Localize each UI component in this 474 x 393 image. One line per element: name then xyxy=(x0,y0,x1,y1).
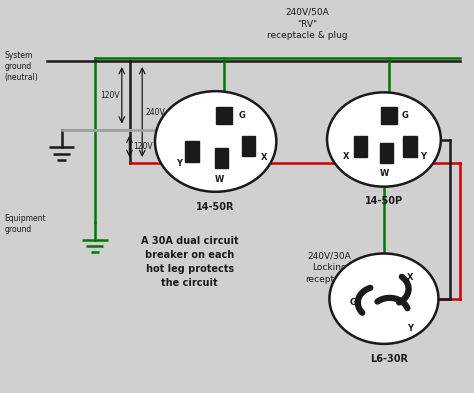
Text: 240V/50A
"RV"
receptacle & plug: 240V/50A "RV" receptacle & plug xyxy=(267,8,347,40)
Text: 120V: 120V xyxy=(133,142,153,151)
Text: 120V: 120V xyxy=(100,91,119,100)
Circle shape xyxy=(329,253,438,344)
Text: 240V: 240V xyxy=(146,108,166,116)
Bar xyxy=(381,107,396,125)
Bar xyxy=(215,148,228,168)
Text: 14-50P: 14-50P xyxy=(365,196,403,206)
Bar xyxy=(354,136,367,157)
Text: L6-30R: L6-30R xyxy=(370,354,408,364)
Text: Y: Y xyxy=(176,159,182,167)
Text: A 30A dual circuit
breaker on each
hot leg protects
the circuit: A 30A dual circuit breaker on each hot l… xyxy=(141,236,238,288)
Bar xyxy=(185,141,199,162)
Text: X: X xyxy=(343,152,350,161)
Text: 14-50R: 14-50R xyxy=(196,202,235,211)
Text: G: G xyxy=(238,112,246,120)
Text: G: G xyxy=(350,298,356,307)
Circle shape xyxy=(327,92,441,187)
Bar xyxy=(216,107,232,125)
Text: System
ground
(neutral): System ground (neutral) xyxy=(5,51,38,82)
Text: Equipment
ground: Equipment ground xyxy=(5,214,46,234)
Text: X: X xyxy=(407,273,413,281)
Bar xyxy=(380,143,393,163)
Circle shape xyxy=(155,91,276,192)
Bar xyxy=(403,136,417,157)
Text: Y: Y xyxy=(420,152,427,161)
Text: W: W xyxy=(214,175,224,184)
Text: X: X xyxy=(261,154,267,162)
Text: Y: Y xyxy=(407,324,413,332)
Text: G: G xyxy=(402,112,409,120)
Text: 240V/30A
Locking
receptacle: 240V/30A Locking receptacle xyxy=(305,252,354,284)
Bar xyxy=(242,136,255,156)
Text: W: W xyxy=(379,169,389,178)
